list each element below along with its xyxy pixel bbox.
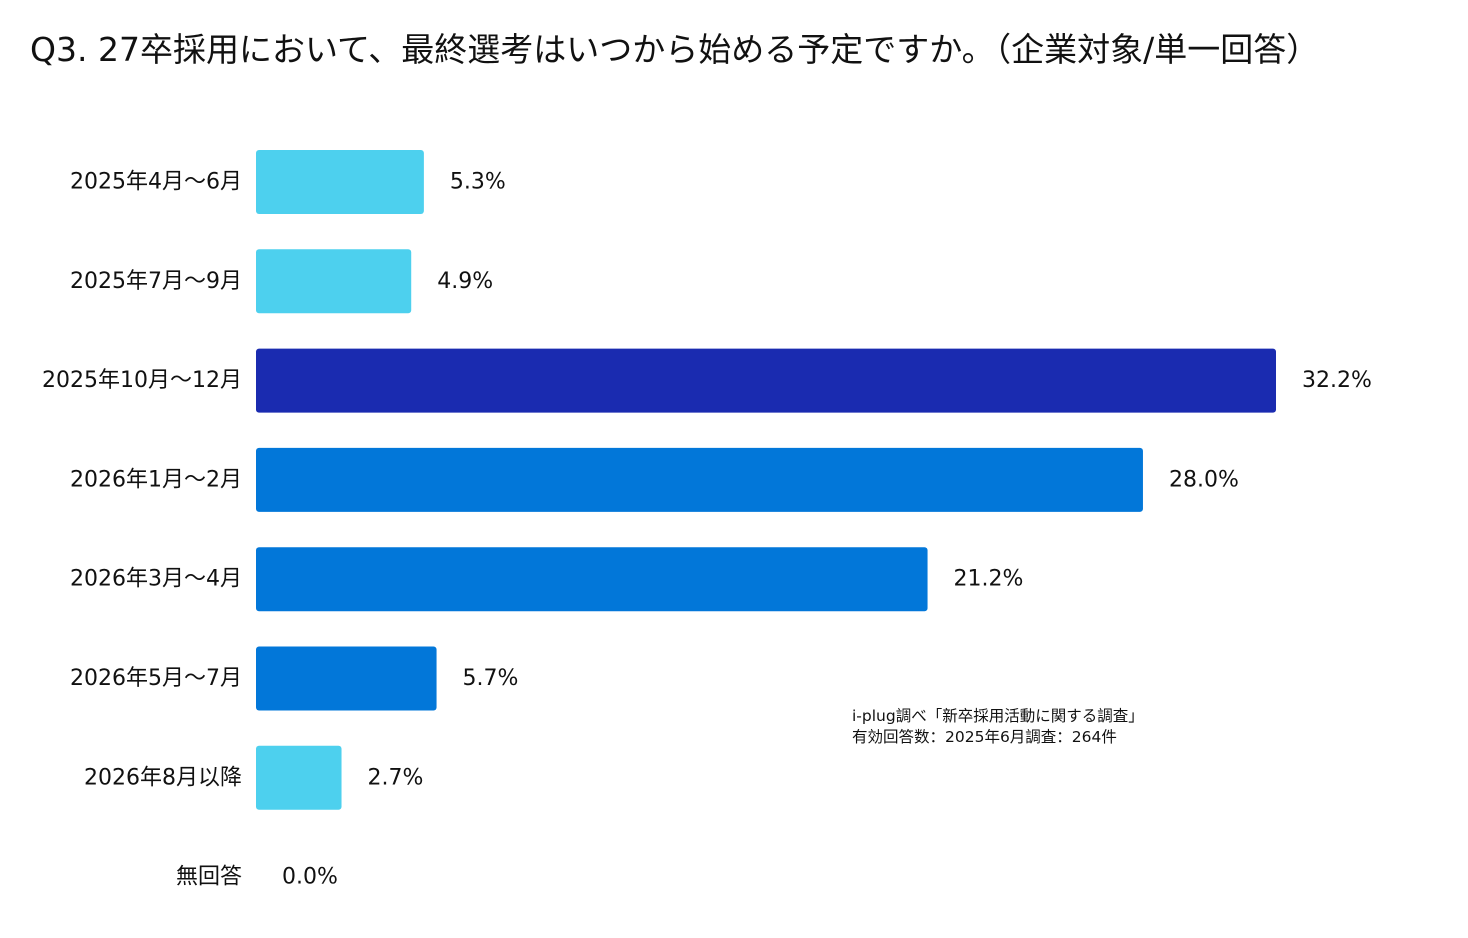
value-label: 32.2% <box>1302 368 1372 393</box>
category-label: 2025年10月～12月 <box>42 368 242 393</box>
bar <box>256 547 928 612</box>
category-label: 2026年3月～4月 <box>70 567 242 592</box>
value-label: 21.2% <box>954 567 1024 592</box>
category-label: 無回答 <box>176 865 242 890</box>
value-label: 2.7% <box>368 765 424 790</box>
source-note-line-2: 有効回答数：2025年6月調査：264件 <box>852 728 1117 746</box>
bar <box>256 249 412 314</box>
value-label: 5.3% <box>450 170 506 195</box>
bar <box>256 348 1276 413</box>
bar <box>256 745 342 810</box>
category-label: 2026年1月～2月 <box>70 467 242 492</box>
bar <box>256 150 424 214</box>
source-note: i-plug調べ「新卒採用活動に関する調査」 有効回答数：2025年6月調査：2… <box>852 706 1144 748</box>
category-label: 2025年7月～9月 <box>70 269 242 294</box>
source-note-line-1: i-plug調べ「新卒採用活動に関する調査」 <box>852 707 1144 725</box>
chart-title: Q3. 27卒採用において、最終選考はいつから始める予定ですか。（企業対象/単一… <box>30 30 1320 69</box>
category-label: 2026年5月～7月 <box>70 666 242 691</box>
category-label: 2025年4月～6月 <box>70 170 242 195</box>
value-label: 0.0% <box>282 865 338 890</box>
category-label: 2026年8月以降 <box>84 765 242 790</box>
value-label: 4.9% <box>437 269 493 294</box>
value-label: 28.0% <box>1169 467 1239 492</box>
bar <box>256 646 437 711</box>
bar <box>256 447 1143 512</box>
value-label: 5.7% <box>463 666 519 691</box>
